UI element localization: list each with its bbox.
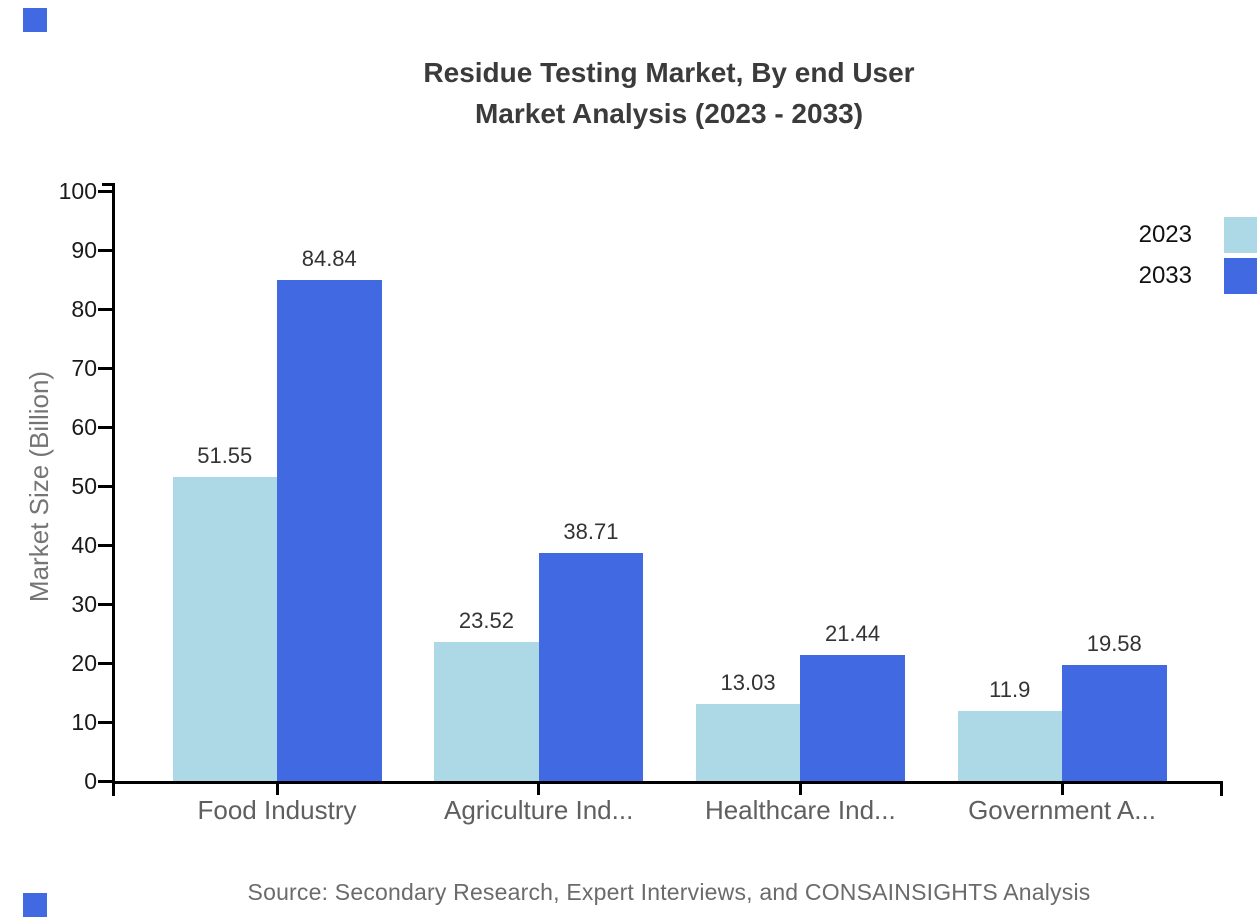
- value-label: 38.71: [563, 518, 619, 544]
- value-label: 13.03: [720, 670, 776, 696]
- chart-title-line1: Residue Testing Market, By end User: [423, 57, 915, 88]
- plot-area: 51.55 84.84 23.52 38.71 13.03 21.44 11.9 19.58: [115, 191, 1223, 781]
- bar-2023: [695, 704, 801, 781]
- y-tick-label: 20: [71, 650, 97, 676]
- corner-accent-bottom-icon: [23, 893, 47, 917]
- y-axis-top-cap: [102, 183, 115, 186]
- y-tick-label: 80: [71, 296, 97, 322]
- y-tick: [98, 307, 112, 311]
- y-tick: [98, 543, 112, 547]
- y-tick-label: 0: [84, 768, 97, 794]
- y-tick: [98, 248, 112, 252]
- corner-accent-top-icon: [23, 8, 47, 32]
- y-tick-label: 90: [71, 237, 97, 263]
- y-tick-label: 40: [71, 532, 97, 558]
- y-tick: [98, 366, 112, 370]
- category-label: Food Industry: [197, 795, 357, 825]
- y-tick: [98, 602, 112, 606]
- y-tick-label: 10: [71, 709, 97, 735]
- bar-2033: [277, 280, 382, 781]
- legend-item-2033: 2033: [1139, 258, 1257, 294]
- x-tick: [798, 781, 802, 795]
- y-tick: [98, 189, 112, 193]
- y-tick: [98, 720, 112, 724]
- legend-label-2023: 2023: [1138, 221, 1192, 248]
- y-tick: [98, 484, 112, 488]
- category-label: Agriculture Ind...: [444, 795, 634, 825]
- x-tick: [1060, 781, 1064, 795]
- value-label: 84.84: [301, 246, 357, 272]
- y-tick-label: 30: [71, 591, 97, 617]
- legend-label-2033: 2033: [1138, 262, 1192, 289]
- legend-swatch-2033-icon: [1224, 258, 1257, 294]
- bar-2033: [538, 552, 644, 781]
- y-tick-label: 100: [58, 178, 97, 204]
- value-label: 21.44: [825, 620, 881, 646]
- y-tick: [98, 661, 112, 665]
- x-tick: [537, 781, 541, 795]
- y-tick: [98, 425, 112, 429]
- category-label: Healthcare Ind...: [704, 795, 896, 825]
- chart-title-line2: Market Analysis (2023 - 2033): [474, 98, 864, 129]
- value-label: 23.52: [458, 608, 514, 634]
- chart-title: Residue Testing Market, By end User Mark…: [115, 52, 1223, 134]
- legend-item-2023: 2023: [1139, 217, 1257, 253]
- value-label: 19.58: [1086, 631, 1142, 657]
- x-axis-right-cap: [1220, 781, 1223, 796]
- category-label: Government A...: [968, 795, 1156, 825]
- bar-2033: [1062, 665, 1167, 781]
- y-tick-label: 70: [71, 355, 97, 381]
- y-axis-line: [112, 183, 115, 796]
- source-note: Source: Secondary Research, Expert Inter…: [247, 879, 1091, 905]
- bar-2023: [172, 476, 277, 781]
- y-tick: [98, 779, 112, 783]
- bar-2033: [800, 654, 905, 781]
- y-tick-label: 50: [71, 473, 97, 499]
- legend: 2023 2033: [1139, 217, 1257, 294]
- x-tick: [275, 781, 279, 795]
- value-label: 11.9: [989, 676, 1031, 702]
- bar-2023: [957, 710, 1062, 781]
- x-axis-line: [112, 781, 1223, 784]
- value-label: 51.55: [197, 442, 253, 468]
- y-tick-label: 60: [71, 414, 97, 440]
- bar-2023: [434, 642, 539, 781]
- legend-swatch-2023-icon: [1224, 217, 1257, 253]
